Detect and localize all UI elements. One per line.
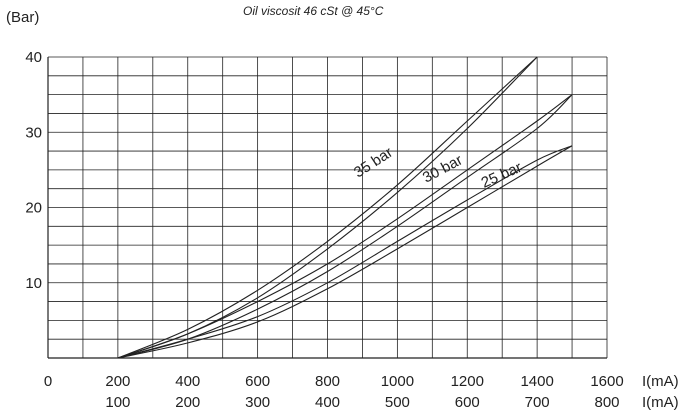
curve-30-bar-upper [117, 94, 573, 359]
curve-30-bar-lower [117, 94, 573, 359]
y-axis-label: (Bar) [6, 9, 39, 26]
x-tick-label-primary: 400 [175, 373, 200, 390]
x-tick-label-primary: 1600 [590, 373, 623, 390]
chart-title: Oil viscosit 46 cSt @ 45°C [243, 4, 384, 18]
x-tick-label-secondary: 300 [245, 394, 270, 411]
x-tick-label-secondary: 800 [594, 394, 619, 411]
x-tick-label-primary: 600 [245, 373, 270, 390]
curve-25-bar-upper [117, 145, 573, 359]
grid [47, 56, 608, 359]
y-tick-label: 30 [25, 124, 42, 141]
x-tick-label-primary: 1200 [451, 373, 484, 390]
y-tick-label: 10 [25, 275, 42, 292]
x-tick-label-secondary: 700 [525, 394, 550, 411]
x-tick-label-primary: 0 [44, 373, 52, 390]
curve-label-30-bar: 30 bar [420, 152, 466, 187]
x-tick-label-primary: 200 [105, 373, 130, 390]
x-tick-label-secondary: 200 [175, 394, 200, 411]
curve-label-35-bar: 35 bar [351, 144, 396, 181]
curve-25-bar-lower [117, 145, 573, 359]
y-tick-label: 40 [25, 49, 42, 66]
x-tick-label-secondary: 500 [385, 394, 410, 411]
x-axis-label-secondary: I(mA) [642, 394, 679, 411]
x-axis-label-primary: I(mA) [642, 373, 679, 390]
x-tick-label-primary: 1000 [381, 373, 414, 390]
x-tick-label-primary: 800 [315, 373, 340, 390]
x-tick-label-secondary: 400 [315, 394, 340, 411]
x-tick-label-primary: 1400 [520, 373, 553, 390]
x-tick-label-secondary: 600 [455, 394, 480, 411]
x-tick-label-secondary: 100 [105, 394, 130, 411]
y-tick-label: 20 [25, 200, 42, 217]
curve-35-bar-upper [117, 56, 538, 359]
curves [117, 56, 573, 359]
